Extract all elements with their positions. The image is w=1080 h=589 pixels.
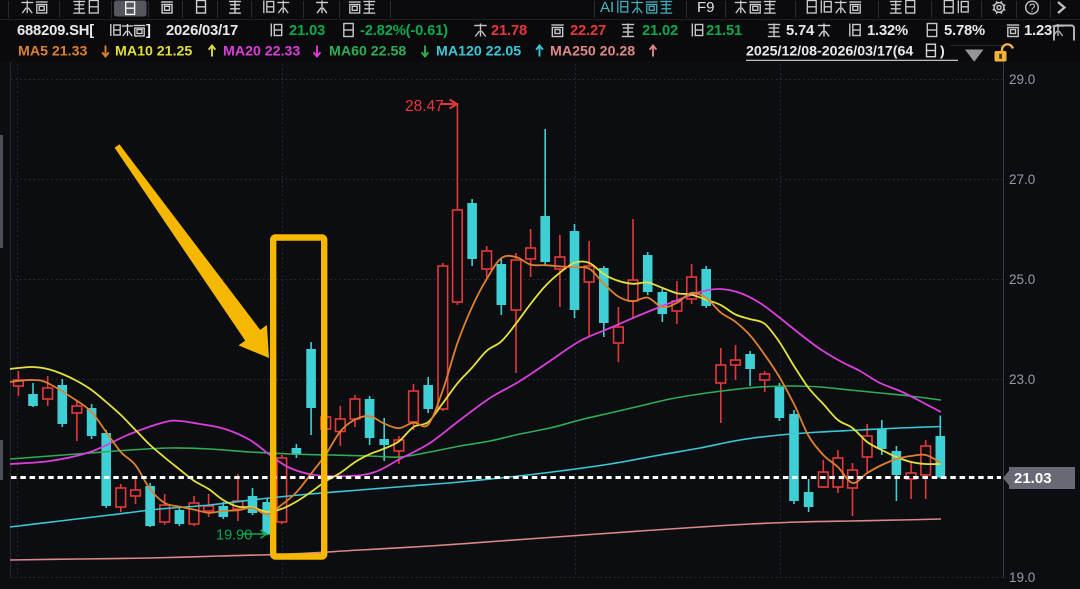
svg-text:29.0: 29.0 xyxy=(1009,72,1035,87)
svg-text:1.23: 1.23 xyxy=(1024,23,1052,39)
svg-text:MA10 21.25: MA10 21.25 xyxy=(115,44,192,60)
svg-text:MA60 22.58: MA60 22.58 xyxy=(329,44,406,60)
svg-text:]: ] xyxy=(146,23,151,39)
svg-text:MA250 20.28: MA250 20.28 xyxy=(550,44,635,60)
svg-text:MA120 22.05: MA120 22.05 xyxy=(436,44,521,60)
svg-text:19.0: 19.0 xyxy=(1009,570,1035,585)
svg-text:21.78: 21.78 xyxy=(491,23,527,39)
svg-text:): ) xyxy=(940,44,945,60)
svg-text:22.27: 22.27 xyxy=(570,23,606,39)
svg-text:21.51: 21.51 xyxy=(706,23,742,39)
svg-text:2026/03/17: 2026/03/17 xyxy=(166,23,238,39)
svg-text:27.0: 27.0 xyxy=(1009,172,1035,187)
svg-text:2025/12/08-2026/03/17(64: 2025/12/08-2026/03/17(64 xyxy=(746,44,913,60)
svg-text:28.47: 28.47 xyxy=(405,98,444,115)
svg-text:-2.82%(-0.61): -2.82%(-0.61) xyxy=(360,23,448,39)
svg-text:19.90: 19.90 xyxy=(216,528,252,544)
svg-text:?: ? xyxy=(1029,3,1035,15)
svg-text:F9: F9 xyxy=(697,0,715,16)
svg-text:MA5 21.33: MA5 21.33 xyxy=(18,44,88,60)
svg-text:5.74: 5.74 xyxy=(786,23,815,39)
svg-text:21.03: 21.03 xyxy=(1014,470,1052,487)
svg-text:25.0: 25.0 xyxy=(1009,272,1035,287)
svg-text:1.32%: 1.32% xyxy=(867,23,908,39)
svg-text:MA20 22.33: MA20 22.33 xyxy=(223,44,300,60)
svg-text:23.0: 23.0 xyxy=(1009,372,1035,387)
svg-text:688209.SH[: 688209.SH[ xyxy=(17,23,94,39)
svg-text:21.03: 21.03 xyxy=(289,23,325,39)
svg-text:5.78%: 5.78% xyxy=(944,23,985,39)
svg-text:AI: AI xyxy=(600,0,614,16)
svg-text:21.02: 21.02 xyxy=(642,23,678,39)
